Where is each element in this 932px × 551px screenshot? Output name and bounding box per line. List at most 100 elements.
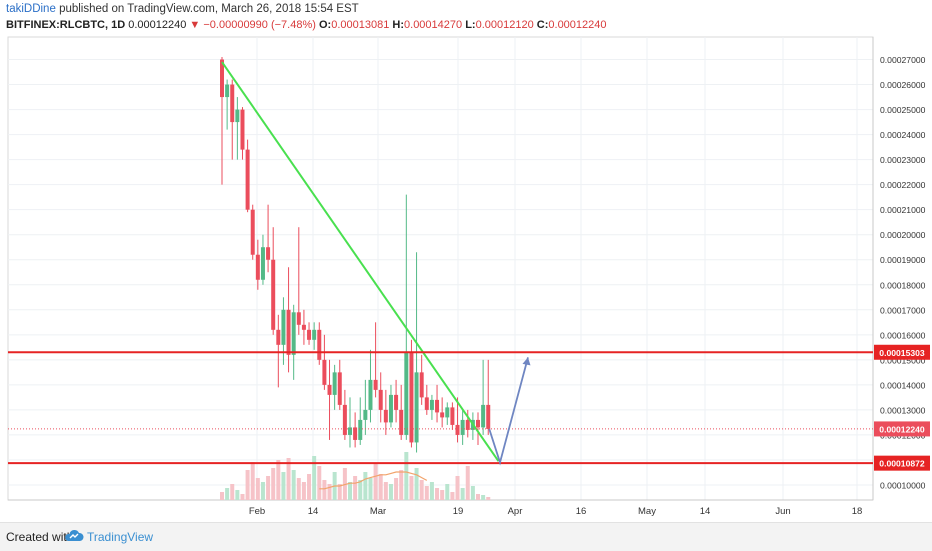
y-tick-label: 0.00016000 (880, 330, 926, 340)
volume-bar (281, 472, 286, 500)
candle-body (388, 394, 393, 423)
symbol-legend: BITFINEX:RLCBTC, 1D 0.00012240 ▼ −0.0000… (6, 19, 607, 31)
trendline[interactable] (221, 61, 500, 462)
x-tick-label: Apr (508, 506, 523, 517)
last-price: 0.00012240 (128, 19, 187, 31)
volume-bar (235, 490, 240, 500)
candle-body (301, 324, 306, 330)
volume-bar (481, 495, 486, 500)
candle-body (286, 309, 291, 355)
tradingview-cloud-icon[interactable] (64, 529, 84, 543)
candle-body (455, 424, 460, 435)
candle-body (460, 419, 465, 435)
volume-bar (435, 488, 440, 500)
candle-body (419, 372, 424, 398)
volume-bar (245, 470, 250, 500)
candle-body (445, 407, 450, 418)
candle-body (378, 389, 383, 410)
candle-body (281, 309, 286, 345)
publish-info: takiDDine published on TradingView.com, … (6, 3, 359, 15)
x-tick-label: 19 (453, 506, 464, 517)
volume-bar (383, 482, 388, 500)
candle-body (235, 109, 240, 123)
volume-bar (301, 482, 306, 500)
candle-body (225, 84, 230, 98)
candle-body (399, 409, 404, 435)
close-value: 0.00012240 (548, 19, 607, 31)
candle-body (409, 352, 414, 443)
candle-body (394, 394, 399, 410)
y-tick-label: 0.00020000 (880, 230, 926, 240)
y-tick-label: 0.00014000 (880, 380, 926, 390)
candle-body (465, 419, 470, 430)
close-label: C: (536, 19, 549, 31)
y-tick-label: 0.00018000 (880, 280, 926, 290)
published-text: published on TradingView.com, March 26, … (59, 3, 359, 15)
volume-bar (378, 474, 383, 500)
candle-body (276, 329, 281, 345)
volume-bar (429, 482, 434, 500)
plot-area[interactable] (7, 36, 874, 501)
current-price-label-text: 0.00012240 (879, 424, 925, 434)
candle-body (327, 384, 332, 395)
y-tick-label: 0.00017000 (880, 305, 926, 315)
tradingview-brand-link[interactable]: TradingView (87, 530, 154, 544)
candle-body (373, 379, 378, 390)
candle-body (220, 59, 224, 98)
candle-body (307, 329, 312, 340)
candle-body (271, 259, 276, 330)
x-tick-label: 14 (700, 506, 711, 517)
candle-body (476, 419, 480, 428)
y-tick-label: 0.00023000 (880, 155, 926, 165)
high-label: H: (392, 19, 405, 31)
volume-bar (230, 484, 235, 500)
candle-body (240, 109, 245, 150)
high-value: 0.00014270 (404, 19, 463, 31)
volume-bar (409, 476, 414, 500)
candle-body (245, 149, 250, 210)
volume-bar (450, 492, 455, 500)
candle-body (358, 419, 363, 440)
volume-bar (419, 480, 424, 500)
volume-bar (476, 494, 480, 500)
candle-body (296, 312, 301, 325)
open-value: 0.00013081 (331, 19, 390, 31)
volume-bar (394, 478, 399, 500)
volume-bar (317, 466, 322, 500)
y-tick-label: 0.00022000 (880, 180, 926, 190)
candle-body (353, 427, 358, 440)
volume-bar (291, 470, 296, 500)
candle-body (230, 84, 235, 123)
candle-body (435, 399, 440, 413)
volume-bar (296, 478, 301, 500)
volume-bar (465, 466, 470, 500)
volume-bar (486, 497, 491, 500)
volume-bar (266, 476, 271, 500)
candle-body (383, 409, 388, 423)
x-tick-label: Jun (775, 506, 790, 517)
current-price-label-box (874, 421, 930, 437)
candle-body (424, 397, 429, 410)
x-tick-label: Mar (370, 506, 386, 517)
price-chart[interactable]: 0.000100000.000110000.000120000.00013000… (0, 0, 932, 522)
volume-bar (460, 488, 465, 500)
author-name[interactable]: takiDDine (6, 3, 56, 15)
volume-bar (353, 476, 358, 500)
candle-body (429, 399, 434, 410)
volume-bar (414, 468, 419, 500)
candle-body (291, 312, 296, 355)
resistance-price-label-text: 0.00015303 (879, 348, 925, 358)
arrowhead-icon (522, 357, 531, 366)
footer-bar: Created with TradingView (0, 522, 932, 551)
projection-arrow[interactable] (488, 357, 529, 466)
price-change: −0.00000990 (−7.48%) (203, 19, 316, 31)
candle-body (266, 247, 271, 260)
candle-body (450, 407, 455, 425)
y-tick-label: 0.00024000 (880, 130, 926, 140)
volume-bar (250, 462, 255, 500)
volume-bar (470, 486, 475, 500)
volume-bar (404, 452, 409, 500)
volume-ma-line (319, 471, 428, 490)
volume-bar (455, 476, 460, 500)
candle-body (348, 427, 352, 435)
